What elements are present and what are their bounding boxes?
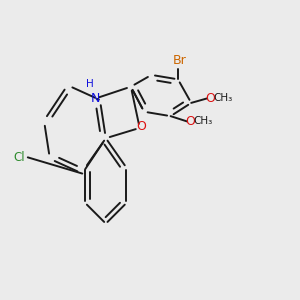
Text: O: O xyxy=(186,115,196,128)
Text: N: N xyxy=(91,92,100,105)
Text: Br: Br xyxy=(172,54,186,67)
Text: O: O xyxy=(206,92,215,105)
Text: CH₃: CH₃ xyxy=(213,94,233,103)
Text: Cl: Cl xyxy=(13,151,25,164)
Text: H: H xyxy=(86,79,94,89)
Text: O: O xyxy=(136,120,146,133)
Text: CH₃: CH₃ xyxy=(194,116,213,126)
